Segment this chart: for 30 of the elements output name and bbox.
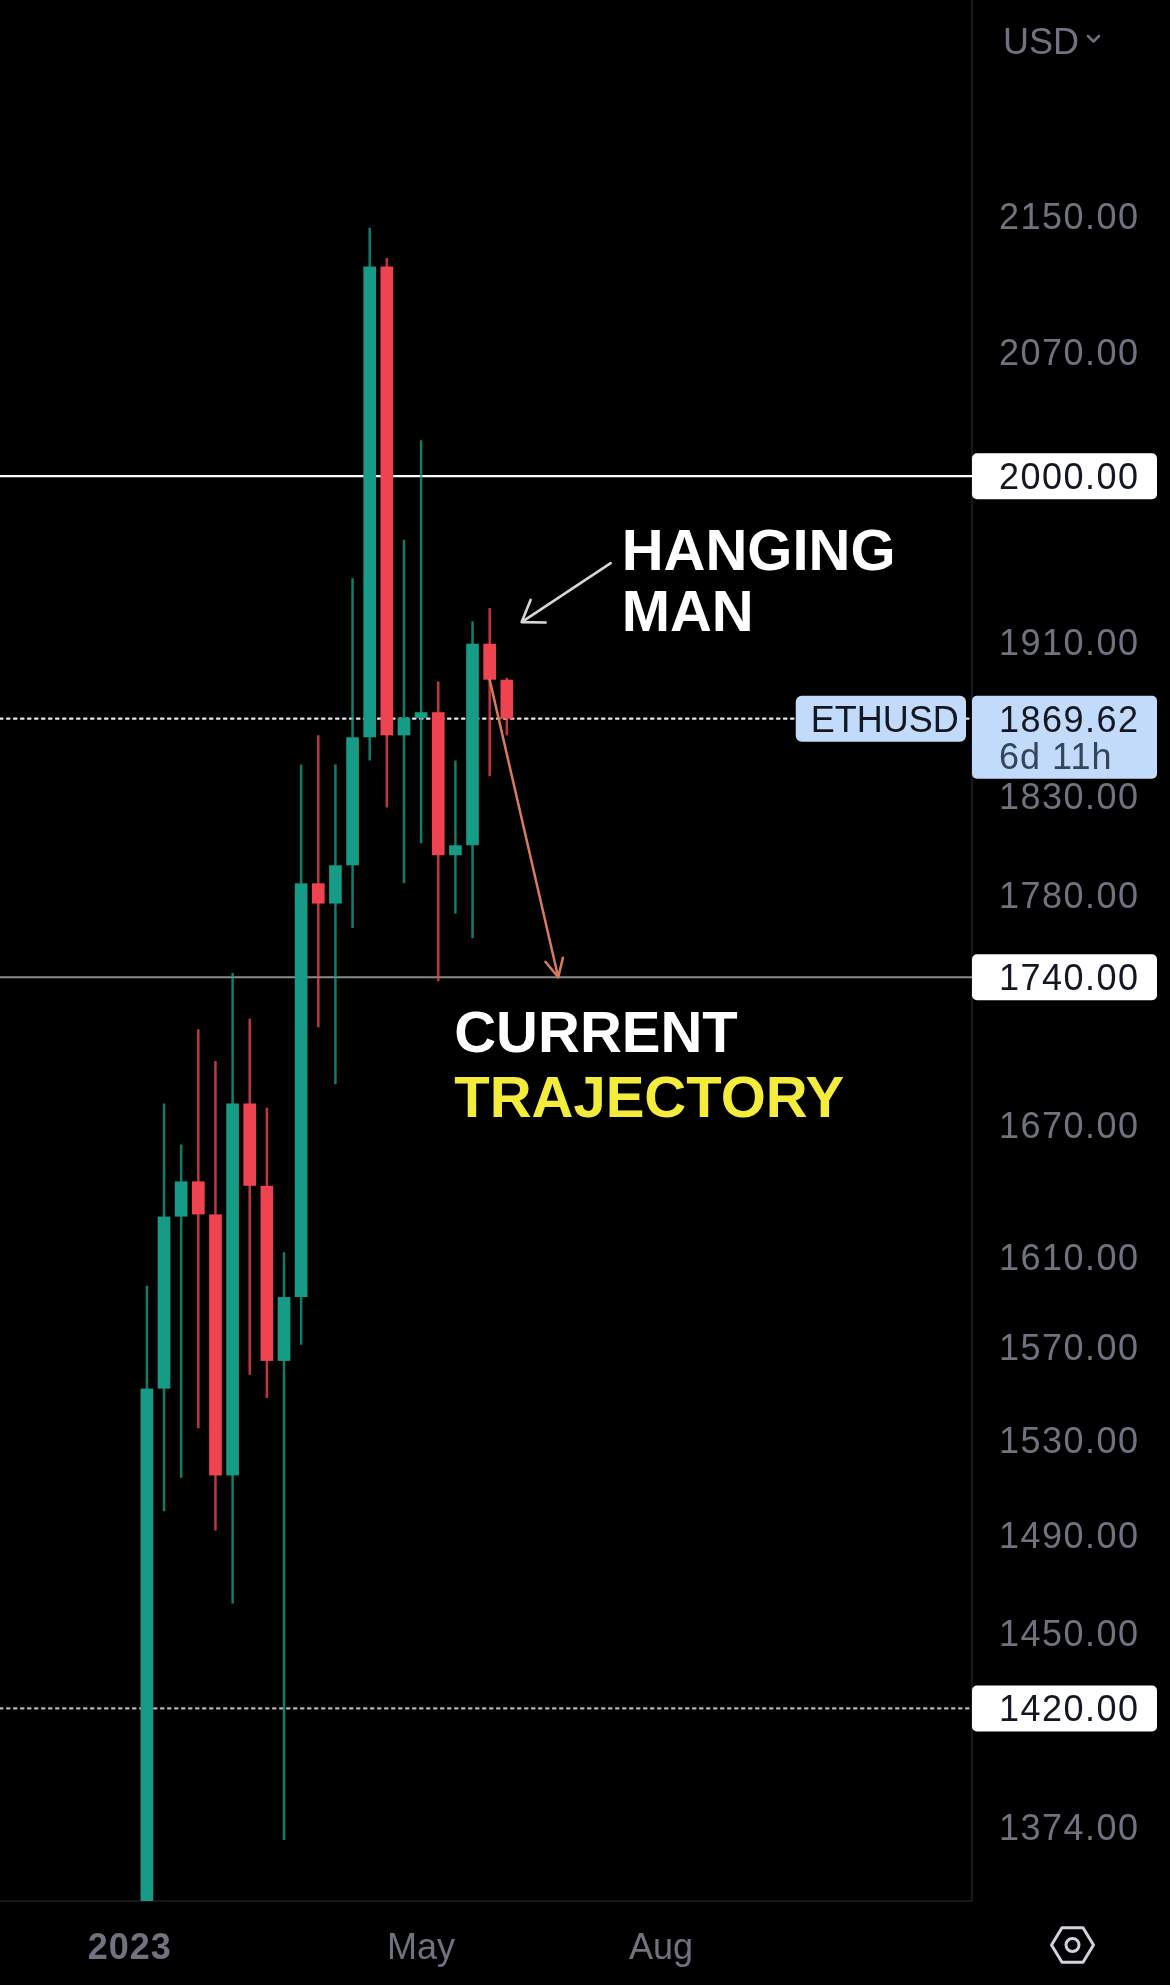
x-tick-label: 2023: [87, 1926, 172, 1967]
candlestick: [277, 1250, 291, 1842]
candlestick: [191, 1028, 205, 1430]
y-tick-label: 2150.00: [999, 195, 1140, 237]
y-axis-title: USD: [1003, 21, 1080, 62]
annotation: HANGING MAN: [621, 517, 896, 644]
annotation: CURRENT TRAJECTORY: [454, 999, 845, 1130]
candlestick: [397, 538, 411, 885]
y-tick-label: 1450.00: [999, 1613, 1140, 1655]
y-tick-label: 1670.00: [999, 1104, 1140, 1146]
candlestick: [449, 759, 462, 915]
y-tick-label: 1530.00: [999, 1419, 1140, 1461]
y-tick-label: 1780.00: [999, 875, 1140, 917]
candlestick: [329, 763, 342, 1086]
y-tick-label: 1490.00: [999, 1515, 1140, 1557]
y-tick-label: 1570.00: [999, 1327, 1140, 1369]
x-tick-label: Aug: [629, 1926, 694, 1967]
y-tick-label: 1374.00: [999, 1806, 1140, 1848]
y-tick-label: 2070.00: [999, 332, 1140, 374]
x-tick-label: May: [387, 1926, 456, 1967]
candlestick: [311, 734, 325, 1029]
y-tick-label: 1910.00: [999, 621, 1140, 663]
annotation: ETHUSD: [810, 698, 959, 740]
y-tick-label: 1610.00: [999, 1236, 1140, 1278]
ref-line-label: 1740.00: [999, 957, 1140, 999]
ref-line-label: 2000.00: [999, 456, 1140, 498]
candlestick: [174, 1143, 188, 1480]
candlestick: [414, 439, 428, 845]
ref-line-label: 1420.00: [999, 1688, 1140, 1730]
y-tick-label: 1830.00: [999, 775, 1140, 817]
